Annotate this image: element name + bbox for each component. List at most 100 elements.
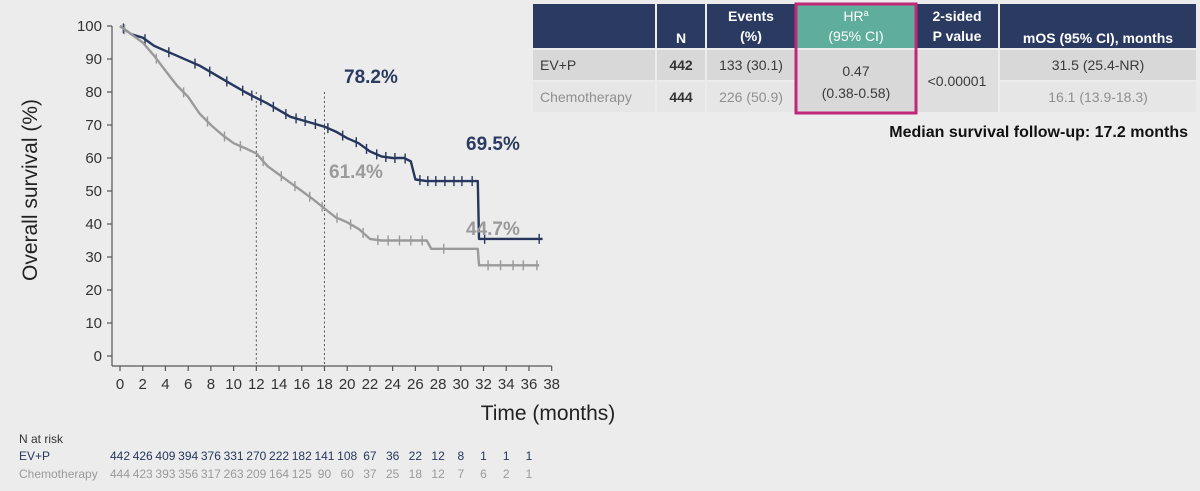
annotation-chemo-18m: 44.7%	[466, 219, 520, 240]
number-at-risk-table: N at risk EV+P Chemotherapy 442 426 409 394…	[19, 432, 533, 481]
x-tick-label: 24	[384, 376, 401, 393]
y-tick-label: 40	[85, 216, 102, 233]
risk-value-chemo: 263	[224, 467, 244, 481]
risk-value-ev: 222	[269, 449, 289, 463]
risk-value-ev: 394	[178, 449, 198, 463]
header-cell-arm	[533, 4, 655, 48]
risk-value-ev: 1	[480, 449, 487, 463]
row-ev-events: 133 (30.1)	[719, 57, 783, 73]
header-mos: mOS (95% CI), months	[1023, 30, 1173, 46]
header-cell-events	[707, 4, 795, 48]
risk-value-chemo: 317	[201, 467, 221, 481]
risk-value-ev: 141	[314, 449, 334, 463]
row-chemo-n: 444	[669, 89, 693, 105]
followup-note: Median survival follow-up: 17.2 months	[889, 124, 1188, 141]
header-p-line1: 2-sided	[932, 8, 981, 24]
risk-value-ev: 409	[155, 449, 175, 463]
risk-value-ev: 182	[292, 449, 312, 463]
row-ev-mos: 31.5 (25.4-NR)	[1052, 57, 1145, 73]
survival-curves	[119, 23, 543, 271]
risk-value-ev: 1	[526, 449, 533, 463]
x-tick-label: 34	[498, 376, 515, 393]
risk-value-chemo: 12	[431, 467, 445, 481]
x-tick-label: 0	[116, 376, 124, 393]
cell-ev-events	[707, 50, 795, 80]
x-tick-label: 8	[207, 376, 215, 393]
header-cell-mos	[1000, 4, 1196, 48]
risk-value-chemo: 18	[409, 467, 423, 481]
x-tick-label: 10	[225, 376, 242, 393]
row-chemo-mos: 16.1 (13.9-18.3)	[1048, 89, 1148, 105]
x-tick-label: 36	[521, 376, 538, 393]
risk-value-chemo: 423	[133, 467, 153, 481]
header-hr-line1: HRa	[843, 8, 868, 24]
cell-ev-mos	[1000, 50, 1196, 80]
risk-value-chemo: 356	[178, 467, 198, 481]
risk-row-label-chemo: Chemotherapy	[19, 467, 98, 481]
risk-value-ev: 376	[201, 449, 221, 463]
cell-chemo-mos	[1000, 82, 1196, 112]
annotation-chemo-12m: 61.4%	[329, 162, 383, 183]
x-tick-label: 18	[316, 376, 333, 393]
row-chemo-events: 226 (50.9)	[719, 89, 783, 105]
x-tick-label: 4	[161, 376, 169, 393]
risk-value-chemo: 60	[341, 467, 355, 481]
header-hr-line2: (95% CI)	[828, 28, 883, 44]
cell-p	[917, 50, 998, 112]
risk-value-ev: 1	[503, 449, 510, 463]
hr-highlight-box	[794, 2, 918, 115]
x-tick-label: 6	[184, 376, 192, 393]
header-cell-n	[657, 4, 705, 48]
risk-value-ev: 8	[457, 449, 464, 463]
row-chemo-arm: Chemotherapy	[540, 89, 632, 105]
header-events-line1: Events	[728, 8, 774, 24]
x-tick-label: 14	[271, 376, 288, 393]
risk-row-label-ev: EV+P	[19, 449, 50, 463]
landmark-annotations: 78.2% 69.5% 61.4% 44.7%	[329, 67, 520, 240]
y-tick-label: 70	[85, 117, 102, 134]
x-tick-label: 12	[248, 376, 265, 393]
risk-value-chemo: 209	[246, 467, 266, 481]
risk-value-ev: 442	[110, 449, 130, 463]
risk-value-chemo: 7	[457, 467, 464, 481]
y-tick-label: 80	[85, 84, 102, 101]
header-cell-p	[917, 4, 998, 48]
y-tick-label: 0	[94, 348, 102, 365]
hr-value: 0.47	[842, 63, 869, 79]
risk-value-chemo: 444	[110, 467, 130, 481]
series-ev	[119, 23, 543, 244]
hr-ci: (0.38-0.58)	[822, 85, 890, 101]
risk-value-chemo: 6	[480, 467, 487, 481]
series-chemo	[119, 24, 540, 271]
x-tick-label: 30	[452, 376, 469, 393]
risk-value-ev: 22	[409, 449, 423, 463]
y-axis-title: Overall survival (%)	[19, 99, 42, 281]
row-ev-n: 442	[669, 57, 693, 73]
header-cell-hr	[797, 4, 915, 48]
risk-table-title: N at risk	[19, 432, 64, 446]
y-tick-label: 30	[85, 249, 102, 266]
risk-value-ev: 426	[133, 449, 153, 463]
risk-value-ev: 12	[431, 449, 445, 463]
risk-value-chemo: 37	[363, 467, 377, 481]
cell-hr	[797, 50, 915, 112]
header-events-line2: (%)	[740, 28, 762, 44]
header-p-line2: P value	[933, 28, 982, 44]
risk-value-ev: 331	[224, 449, 244, 463]
survival-line-ev	[119, 25, 543, 241]
risk-value-chemo: 25	[386, 467, 400, 481]
x-tick-label: 16	[293, 376, 310, 393]
cell-ev-n	[657, 50, 705, 80]
y-tick-label: 10	[85, 315, 102, 332]
cell-chemo-n	[657, 82, 705, 112]
header-n: N	[676, 30, 686, 46]
cell-chemo-arm	[533, 82, 655, 112]
risk-value-chemo: 90	[318, 467, 332, 481]
risk-value-ev: 36	[386, 449, 400, 463]
landmark-lines	[255, 92, 325, 366]
x-tick-label: 38	[543, 376, 560, 393]
survival-line-chemo	[119, 25, 540, 267]
risk-value-chemo: 393	[155, 467, 175, 481]
